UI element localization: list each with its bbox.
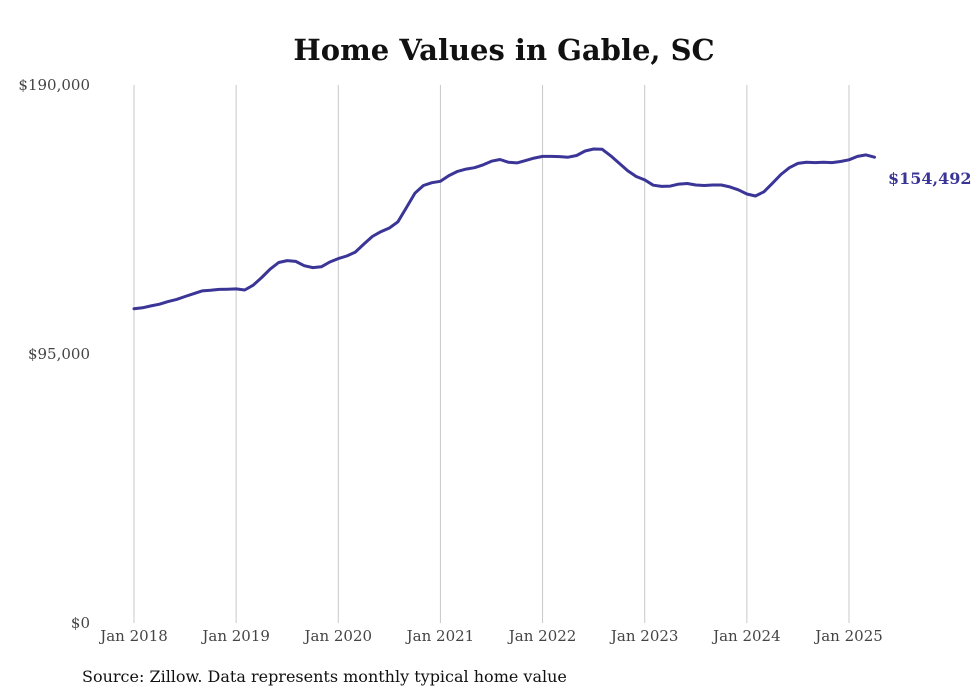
x-tick-label: Jan 2020 (303, 627, 373, 645)
grid-lines (133, 85, 850, 623)
x-tick-label: Jan 2025 (813, 627, 883, 645)
chart-title: Home Values in Gable, SC (293, 33, 714, 67)
x-axis-ticks: Jan 2018 Jan 2019 Jan 2020 Jan 2021 Jan 2022… (98, 627, 883, 645)
y-axis-ticks: $0 $95,000 $190,000 (18, 76, 90, 632)
x-tick-label: Jan 2023 (609, 627, 679, 645)
x-tick-label: Jan 2019 (200, 627, 270, 645)
x-tick-label: Jan 2024 (711, 627, 781, 645)
y-tick-label: $95,000 (28, 345, 90, 363)
source-note: Source: Zillow. Data represents monthly … (82, 667, 567, 686)
y-tick-label: $190,000 (18, 76, 90, 94)
y-tick-label: $0 (71, 614, 90, 632)
latest-value-label: $154,492 (888, 169, 972, 188)
x-tick-label: Jan 2021 (405, 627, 475, 645)
x-tick-label: Jan 2018 (98, 627, 168, 645)
x-tick-label: Jan 2022 (507, 627, 577, 645)
home-value-line (132, 147, 876, 311)
